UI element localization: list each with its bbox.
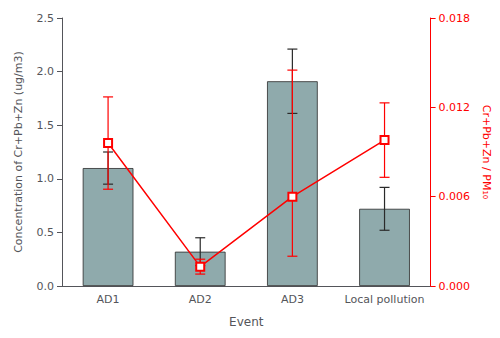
svg-text:Cr+Pb+Zn / PM₁₀: Cr+Pb+Zn / PM₁₀ [480,105,493,200]
svg-text:0.0: 0.0 [37,280,55,293]
svg-text:2.0: 2.0 [37,65,55,78]
svg-text:AD3: AD3 [281,293,304,306]
svg-text:1.0: 1.0 [37,172,55,185]
svg-text:Concentration of Cr+Pb+Zn (ug/: Concentration of Cr+Pb+Zn (ug/m3) [12,51,25,253]
svg-text:Event: Event [229,315,264,329]
svg-text:1.5: 1.5 [37,119,55,132]
svg-text:2.5: 2.5 [37,12,55,25]
svg-text:0.018: 0.018 [439,12,471,25]
svg-text:0.006: 0.006 [439,190,471,203]
svg-text:0.012: 0.012 [439,101,471,114]
svg-text:0.000: 0.000 [439,280,471,293]
svg-text:AD1: AD1 [97,293,120,306]
svg-text:AD2: AD2 [189,293,212,306]
svg-text:0.5: 0.5 [37,226,55,239]
svg-text:Local pollution: Local pollution [345,293,425,306]
